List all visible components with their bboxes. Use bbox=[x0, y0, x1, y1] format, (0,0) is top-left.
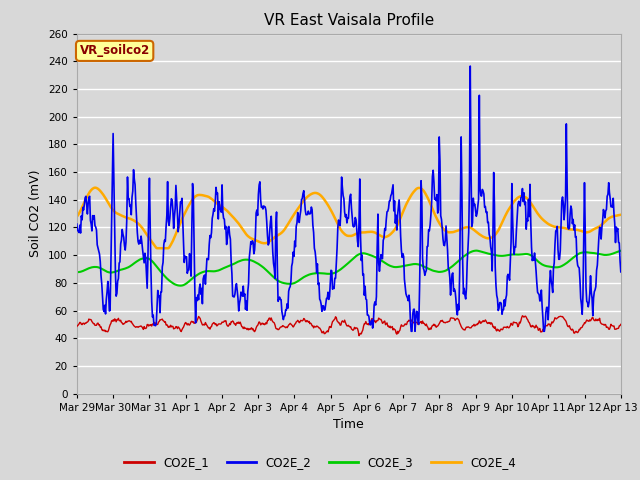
X-axis label: Time: Time bbox=[333, 418, 364, 431]
Text: VR_soilco2: VR_soilco2 bbox=[79, 44, 150, 58]
Legend: CO2E_1, CO2E_2, CO2E_3, CO2E_4: CO2E_1, CO2E_2, CO2E_3, CO2E_4 bbox=[120, 452, 520, 474]
Title: VR East Vaisala Profile: VR East Vaisala Profile bbox=[264, 13, 434, 28]
Y-axis label: Soil CO2 (mV): Soil CO2 (mV) bbox=[29, 170, 42, 257]
